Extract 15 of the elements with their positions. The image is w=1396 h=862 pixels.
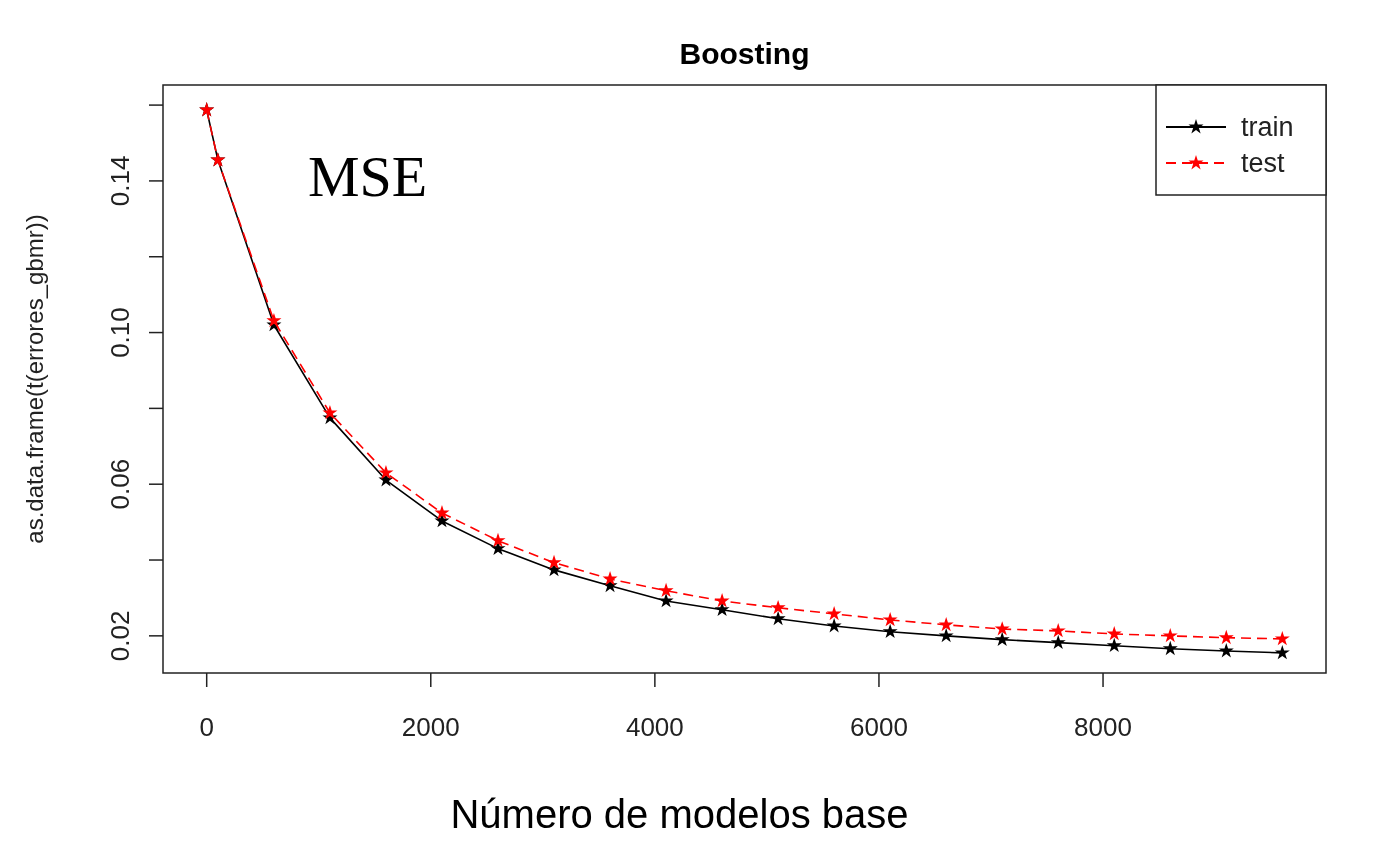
x-tick-label: 2000 [401,712,460,742]
y-tick-label: 0.06 [105,458,135,510]
chart-title: Boosting [679,37,810,70]
y-tick-label: 0.14 [105,155,135,207]
x-axis-title: Número de modelos base [450,792,909,836]
x-tick-label: 4000 [625,712,684,742]
y-tick-label: 0.10 [105,307,135,358]
x-tick-label: 6000 [850,712,908,742]
y-tick-label: 0.02 [105,610,135,662]
annotation: MSE [308,144,428,209]
legend-label: train [1241,112,1294,142]
y-axis-title: as.data.frame(t(errores_gbmr)) [21,214,48,544]
x-tick-label: 8000 [1074,712,1132,742]
x-tick-label: 0 [199,712,214,742]
legend-label: test [1241,148,1286,178]
